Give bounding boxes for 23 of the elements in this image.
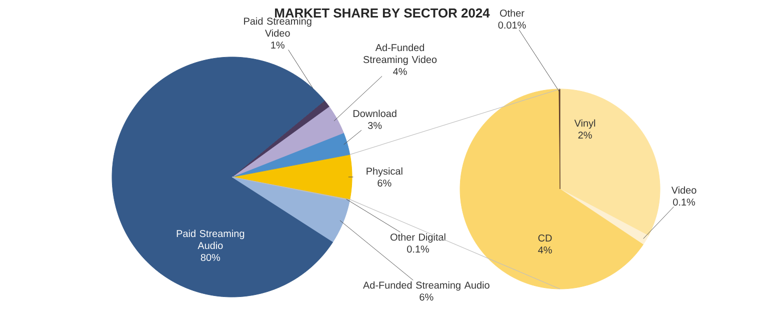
data-label: 0.1% [673, 198, 696, 206]
slice-label: Paid Streaming Audio [176, 230, 244, 250]
data-label: 80% [200, 254, 220, 262]
slice-label: Ad-Funded Streaming Video [363, 44, 437, 66]
data-label: 2% [578, 132, 592, 139]
data-label: 6% [378, 180, 392, 187]
slice-label: Ad-Funded Streaming Audio [363, 281, 490, 291]
slice-label: Physical [366, 167, 402, 177]
chart-title: MARKET SHARE BY SECTOR 2024 [275, 8, 490, 18]
slice-label: Other [500, 9, 524, 17]
slice-label: Other Digital [390, 233, 446, 243]
slice-label: Video [671, 186, 696, 194]
data-label: 0.01% [498, 22, 526, 29]
data-label: 6% [420, 294, 434, 301]
slice-label: Paid Streaming Video [244, 17, 312, 37]
data-label: 1% [271, 42, 284, 49]
slice-label: Vinyl [574, 119, 596, 129]
data-label: 3% [368, 122, 382, 130]
data-label: 4% [538, 246, 552, 254]
slice-label: Download [353, 110, 396, 118]
data-label: 4% [393, 68, 407, 75]
data-label: 0.1% [407, 246, 430, 253]
slice-label: CD [538, 234, 552, 242]
